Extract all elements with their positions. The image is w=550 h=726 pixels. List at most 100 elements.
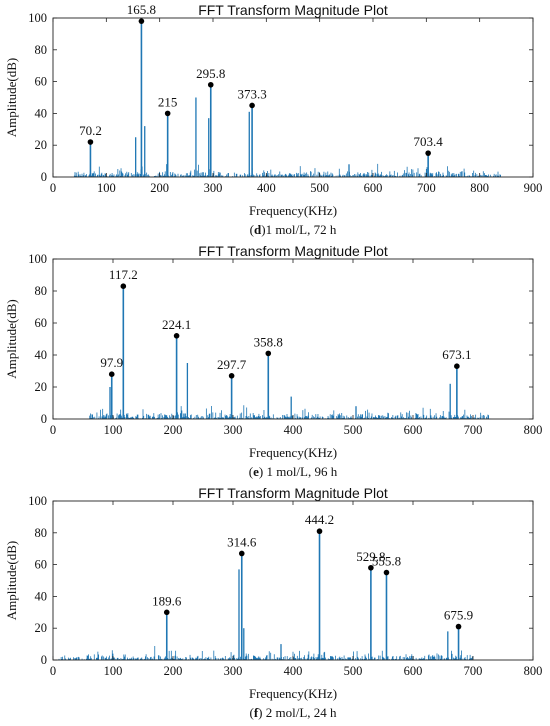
x-tick-label: 900 bbox=[524, 181, 543, 195]
peak-marker bbox=[249, 102, 255, 109]
peak-marker bbox=[173, 333, 180, 339]
x-axis-label: Frequency(KHz) bbox=[249, 686, 337, 701]
peak-label: 295.8 bbox=[196, 66, 225, 81]
peak-label: 224.1 bbox=[162, 317, 191, 332]
plot-frame bbox=[52, 17, 534, 178]
chart-title: FFT Transform Magnitude Plot bbox=[198, 243, 388, 259]
peak-marker bbox=[87, 139, 94, 145]
y-axis-label: Amplitude(dB) bbox=[4, 58, 19, 137]
y-tick-label: 20 bbox=[35, 621, 48, 635]
peak-label: 70.2 bbox=[79, 123, 102, 138]
x-tick-label: 700 bbox=[464, 664, 483, 678]
caption-prefix: ( bbox=[249, 464, 253, 479]
x-tick-label: 800 bbox=[524, 423, 543, 437]
x-axis-label: Frequency(KHz) bbox=[249, 445, 337, 460]
y-axis-label: Amplitude(dB) bbox=[4, 299, 19, 378]
x-tick-label: 0 bbox=[50, 423, 56, 437]
peak-label: 314.6 bbox=[227, 534, 257, 549]
y-axis-label: Amplitude(dB) bbox=[4, 541, 19, 620]
peak-marker bbox=[108, 371, 115, 378]
x-tick-label: 400 bbox=[257, 181, 276, 195]
caption-text: ) 1 mol/L, 96 h bbox=[259, 464, 338, 479]
x-tick-label: 300 bbox=[224, 423, 243, 437]
y-tick-label: 20 bbox=[35, 138, 48, 152]
caption-text: )1 mol/L, 72 h bbox=[261, 222, 337, 237]
y-tick-label: 100 bbox=[28, 252, 47, 266]
peak-marker bbox=[425, 150, 431, 156]
y-tick-label: 40 bbox=[35, 589, 48, 603]
peak-label: 189.6 bbox=[152, 593, 182, 608]
y-tick-label: 20 bbox=[35, 380, 48, 394]
peak-marker bbox=[454, 363, 460, 370]
y-tick-label: 80 bbox=[35, 284, 48, 298]
caption-prefix: ( bbox=[249, 705, 253, 720]
y-tick-label: 60 bbox=[35, 558, 48, 572]
y-tick-label: 0 bbox=[41, 412, 47, 426]
x-tick-label: 600 bbox=[404, 423, 423, 437]
y-tick-label: 40 bbox=[35, 106, 48, 120]
y-tick-label: 80 bbox=[35, 526, 48, 540]
peak-marker bbox=[228, 373, 235, 379]
spectrum-noise bbox=[58, 646, 473, 660]
x-tick-label: 0 bbox=[50, 664, 56, 678]
x-axis-label: Frequency(KHz) bbox=[249, 203, 337, 218]
peak-label: 373.3 bbox=[237, 86, 266, 101]
x-tick-label: 0 bbox=[50, 181, 56, 195]
peak-label: 555.8 bbox=[372, 554, 401, 569]
x-tick-label: 500 bbox=[344, 664, 363, 678]
x-tick-label: 400 bbox=[284, 664, 303, 678]
y-tick-label: 60 bbox=[35, 316, 48, 330]
peak-label: 215 bbox=[158, 94, 178, 109]
chart-title: FFT Transform Magnitude Plot bbox=[198, 485, 388, 501]
y-tick-label: 100 bbox=[28, 11, 47, 25]
x-tick-label: 100 bbox=[104, 664, 123, 678]
peak-marker bbox=[238, 550, 245, 557]
peak-marker bbox=[163, 609, 170, 616]
peak-label: 675.9 bbox=[444, 608, 473, 623]
x-tick-label: 300 bbox=[224, 664, 243, 678]
peak-label: 703.4 bbox=[414, 134, 444, 149]
x-tick-label: 200 bbox=[164, 423, 183, 437]
chart-panel-1: FFT Transform Magnitude Plot 97.9 117.2 224… bbox=[4, 243, 542, 479]
x-tick-label: 300 bbox=[204, 181, 223, 195]
x-tick-label: 200 bbox=[164, 664, 183, 678]
y-tick-label: 0 bbox=[41, 653, 47, 667]
peak-marker bbox=[164, 110, 171, 117]
caption-letter: e bbox=[253, 464, 259, 479]
x-tick-label: 800 bbox=[470, 181, 489, 195]
x-tick-label: 400 bbox=[284, 423, 303, 437]
peak-marker bbox=[368, 564, 374, 571]
x-tick-label: 600 bbox=[364, 181, 383, 195]
x-tick-label: 700 bbox=[464, 423, 483, 437]
peak-marker bbox=[207, 81, 214, 88]
plot-frame bbox=[52, 500, 534, 661]
chart-panel-2: FFT Transform Magnitude Plot 189.6 314.6 44… bbox=[4, 485, 542, 720]
x-tick-label: 100 bbox=[97, 181, 116, 195]
x-tick-label: 800 bbox=[524, 664, 543, 678]
chart-title: FFT Transform Magnitude Plot bbox=[198, 2, 388, 18]
y-tick-label: 0 bbox=[41, 170, 47, 184]
peak-marker bbox=[455, 623, 462, 630]
peak-marker bbox=[383, 569, 390, 576]
plot-frame bbox=[52, 258, 534, 420]
y-tick-label: 80 bbox=[35, 43, 48, 57]
peak-label: 97.9 bbox=[100, 355, 123, 370]
peak-marker bbox=[138, 18, 145, 24]
caption-prefix: ( bbox=[250, 222, 254, 237]
panel-caption: (f) 2 mol/L, 24 h bbox=[249, 705, 337, 720]
peak-label: 529.8 bbox=[356, 549, 385, 564]
chart-panel-0: FFT Transform Magnitude Plot 70.2 165.8 215… bbox=[4, 2, 542, 237]
peak-label: 165.8 bbox=[127, 2, 156, 17]
peak-label: 673.1 bbox=[442, 347, 471, 362]
x-tick-label: 600 bbox=[404, 664, 423, 678]
peak-label: 117.2 bbox=[109, 267, 138, 282]
panel-caption: (e) 1 mol/L, 96 h bbox=[249, 464, 338, 479]
caption-letter: f bbox=[254, 705, 259, 720]
x-tick-label: 200 bbox=[150, 181, 169, 195]
peak-marker bbox=[120, 283, 127, 290]
peak-marker bbox=[316, 528, 323, 535]
x-tick-label: 500 bbox=[344, 423, 363, 437]
x-tick-label: 700 bbox=[417, 181, 436, 195]
peak-label: 444.2 bbox=[305, 512, 334, 527]
